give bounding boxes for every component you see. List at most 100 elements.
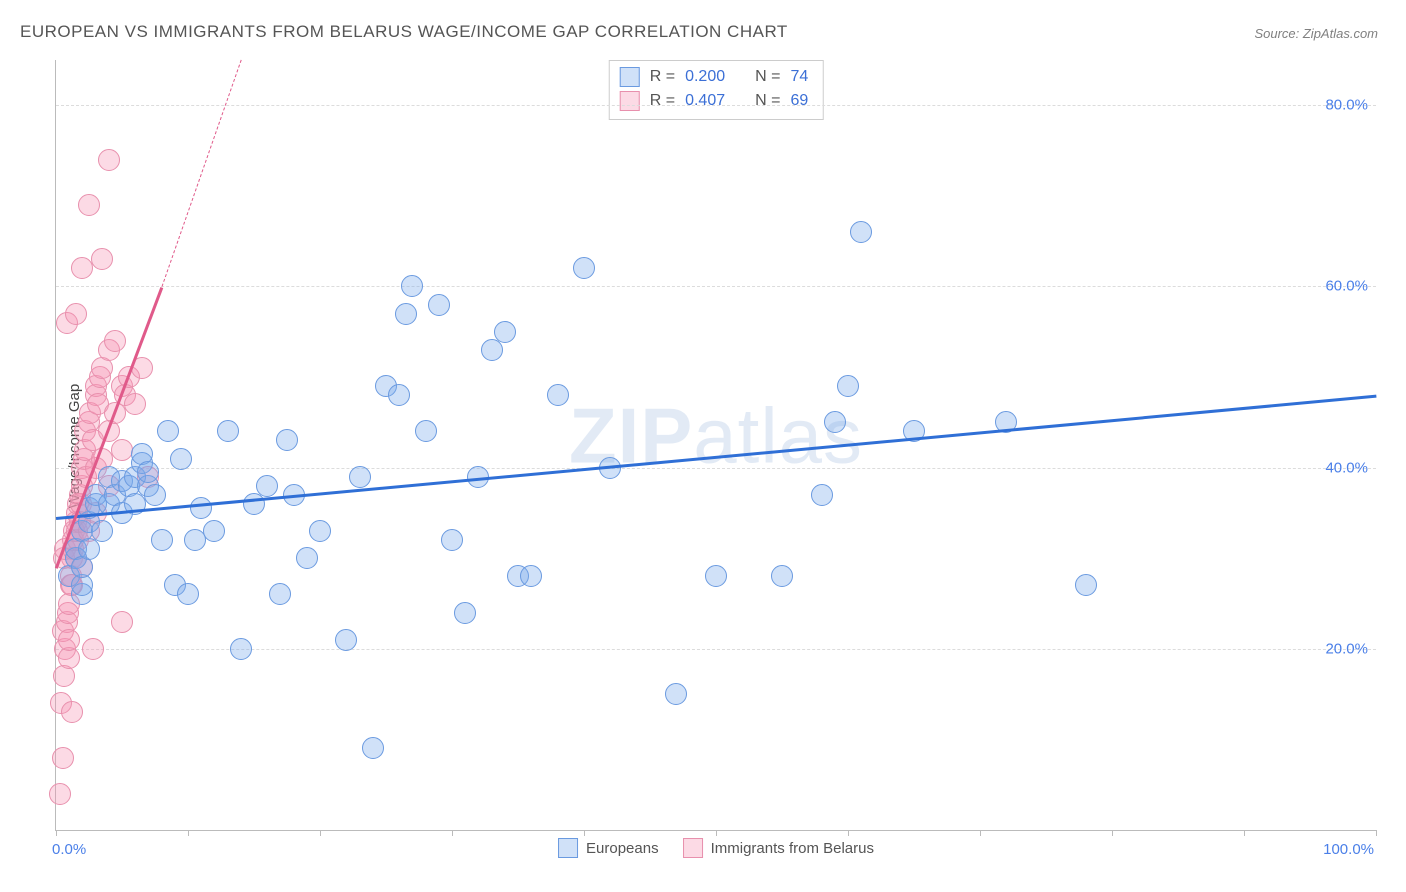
gridline [56, 105, 1376, 106]
europeans-point [170, 448, 192, 470]
europeans-point [428, 294, 450, 316]
r-value: 0.200 [685, 65, 725, 89]
r-label: R = [650, 65, 675, 89]
europeans-point [184, 529, 206, 551]
europeans-point [824, 411, 846, 433]
legend-label: Europeans [586, 840, 659, 857]
x-tick [188, 830, 189, 836]
source-attribution: Source: ZipAtlas.com [1254, 26, 1378, 41]
y-tick-label: 20.0% [1325, 640, 1368, 657]
europeans-point [217, 420, 239, 442]
x-min-label: 0.0% [52, 841, 86, 858]
belarus-point [91, 248, 113, 270]
x-tick [452, 830, 453, 836]
r-label: R = [650, 89, 675, 113]
europeans-point [335, 629, 357, 651]
europeans-point [415, 420, 437, 442]
stats-row: R = 0.200 N = 74 [620, 65, 809, 89]
europeans-point [349, 466, 371, 488]
x-max-label: 100.0% [1323, 841, 1374, 858]
europeans-point [665, 683, 687, 705]
legend-swatch [558, 838, 578, 858]
europeans-point [705, 565, 727, 587]
x-tick [56, 830, 57, 836]
europeans-point [177, 583, 199, 605]
europeans-point [309, 520, 331, 542]
europeans-point [771, 565, 793, 587]
europeans-point [811, 484, 833, 506]
legend-swatch [620, 91, 640, 111]
n-value: 69 [790, 89, 808, 113]
belarus-trendline-extrapolated [161, 60, 241, 287]
europeans-point [837, 375, 859, 397]
europeans-point [362, 737, 384, 759]
belarus-point [58, 629, 80, 651]
x-tick [1112, 830, 1113, 836]
europeans-point [494, 321, 516, 343]
europeans-point [520, 565, 542, 587]
europeans-point [269, 583, 291, 605]
europeans-point [137, 461, 159, 483]
legend-swatch [683, 838, 703, 858]
europeans-point [203, 520, 225, 542]
europeans-point [547, 384, 569, 406]
europeans-point [401, 275, 423, 297]
x-tick [716, 830, 717, 836]
europeans-point [573, 257, 595, 279]
series-legend: Europeans Immigrants from Belarus [558, 838, 874, 858]
plot-area: ZIPatlas R =0.200N =74R =0.407N =69 Euro… [55, 60, 1376, 831]
europeans-point [144, 484, 166, 506]
europeans-point [850, 221, 872, 243]
belarus-point [71, 257, 93, 279]
belarus-point [111, 439, 133, 461]
gridline [56, 649, 1376, 650]
gridline [56, 286, 1376, 287]
europeans-point [454, 602, 476, 624]
belarus-point [111, 611, 133, 633]
n-label: N = [755, 65, 780, 89]
europeans-point [157, 420, 179, 442]
belarus-point [65, 303, 87, 325]
europeans-point [230, 638, 252, 660]
y-tick-label: 60.0% [1325, 278, 1368, 295]
europeans-point [481, 339, 503, 361]
europeans-point [296, 547, 318, 569]
europeans-point [395, 303, 417, 325]
x-tick [848, 830, 849, 836]
belarus-point [98, 149, 120, 171]
x-tick [980, 830, 981, 836]
belarus-point [124, 393, 146, 415]
stats-legend-box: R =0.200N =74R =0.407N =69 [609, 60, 824, 120]
chart-title: EUROPEAN VS IMMIGRANTS FROM BELARUS WAGE… [20, 22, 788, 42]
legend-label: Immigrants from Belarus [711, 840, 874, 857]
europeans-point [388, 384, 410, 406]
belarus-point [52, 747, 74, 769]
belarus-point [78, 194, 100, 216]
x-tick [1244, 830, 1245, 836]
europeans-point [1075, 574, 1097, 596]
europeans-point [441, 529, 463, 551]
europeans-point [256, 475, 278, 497]
europeans-point [190, 497, 212, 519]
europeans-point [276, 429, 298, 451]
chart-container: EUROPEAN VS IMMIGRANTS FROM BELARUS WAGE… [0, 0, 1406, 892]
y-tick-label: 40.0% [1325, 459, 1368, 476]
belarus-point [61, 701, 83, 723]
n-value: 74 [790, 65, 808, 89]
legend-swatch [620, 67, 640, 87]
legend-item-belarus: Immigrants from Belarus [683, 838, 874, 858]
belarus-point [82, 638, 104, 660]
europeans-point [91, 520, 113, 542]
y-tick-label: 80.0% [1325, 97, 1368, 114]
n-label: N = [755, 89, 780, 113]
x-tick [320, 830, 321, 836]
legend-item-europeans: Europeans [558, 838, 659, 858]
gridline [56, 468, 1376, 469]
stats-row: R =0.407N =69 [620, 89, 809, 113]
x-tick [584, 830, 585, 836]
europeans-point [243, 493, 265, 515]
x-tick [1376, 830, 1377, 836]
europeans-point [78, 538, 100, 560]
belarus-point [104, 330, 126, 352]
belarus-point [49, 783, 71, 805]
